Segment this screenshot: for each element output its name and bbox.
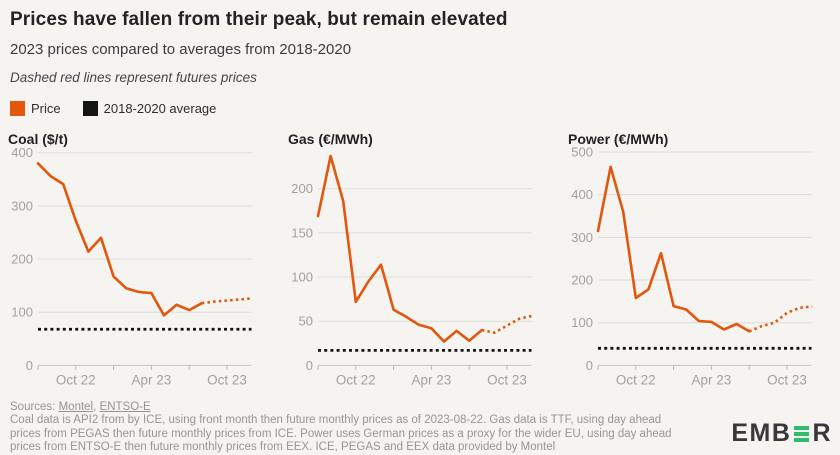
chart-title-power: Power (€/MWh) bbox=[568, 131, 669, 147]
y-axis-tick-label: 0 bbox=[26, 358, 33, 373]
sources-line: Sources: Montel, ENTSO-E bbox=[10, 401, 672, 414]
legend-label-price: Price bbox=[31, 101, 61, 116]
price-futures-dashed-line bbox=[201, 297, 253, 305]
source-link-entsoe[interactable]: ENTSO-E bbox=[99, 401, 151, 413]
x-axis-tick-label: Oct 23 bbox=[767, 372, 807, 387]
coal-line-chart: 0 100 200 300 400 Oct 22 Apr 23 Oct 23 bbox=[11, 146, 253, 387]
y-axis-tick-label: 100 bbox=[291, 270, 313, 285]
x-axis-tick-label: Oct 22 bbox=[336, 372, 376, 387]
chart-coal: Coal ($/t) 0 100 200 300 400 Oct 22 Apr 23 Oct … bbox=[0, 128, 280, 394]
chart-gas: Gas (€/MWh) 0 50 100 150 200 Oct 22 Apr 23 Oct … bbox=[280, 128, 560, 394]
y-axis-tick-label: 50 bbox=[299, 314, 313, 329]
y-axis-tick-label: 100 bbox=[571, 315, 593, 330]
y-axis-tick-label: 200 bbox=[291, 181, 313, 196]
source-link-montel[interactable]: Montel bbox=[58, 401, 94, 413]
y-axis-tick-label: 400 bbox=[571, 187, 593, 202]
x-axis-tick-label: Oct 22 bbox=[616, 372, 656, 387]
power-line-chart: 0 100 200 300 400 500 Oct 22 Apr 23 Oct 23 bbox=[571, 146, 813, 387]
logo-e-bars-icon bbox=[794, 425, 810, 442]
y-axis-tick-label: 0 bbox=[306, 358, 313, 373]
footer: Sources: Montel, ENTSO-E Coal data is AP… bbox=[10, 401, 672, 455]
y-axis-tick-label: 200 bbox=[11, 252, 33, 267]
legend-label-average: 2018-2020 average bbox=[103, 101, 217, 116]
y-axis-tick-label: 500 bbox=[571, 146, 593, 160]
sources-label: Sources: bbox=[10, 401, 56, 413]
futures-note: Dashed red lines represent futures price… bbox=[10, 70, 257, 85]
y-axis-tick-label: 0 bbox=[586, 358, 593, 373]
y-axis-tick-label: 150 bbox=[291, 225, 313, 240]
logo-text-emb: EMB bbox=[731, 419, 792, 447]
legend: Price 2018-2020 average bbox=[10, 101, 216, 116]
x-axis-tick-label: Apr 23 bbox=[132, 372, 172, 387]
chart-power: Power (€/MWh) 0 100 200 300 400 500 Oct 22 Apr … bbox=[560, 128, 840, 394]
page-subtitle: 2023 prices compared to averages from 20… bbox=[10, 41, 352, 58]
price-futures-dashed-line bbox=[748, 305, 813, 333]
x-axis-tick-label: Oct 23 bbox=[207, 372, 247, 387]
y-axis-tick-label: 200 bbox=[571, 273, 593, 288]
footnote-line-3: prices from ENTSO-E then future monthly … bbox=[10, 441, 556, 454]
x-axis-tick-label: Oct 22 bbox=[56, 372, 96, 387]
footnote-line-2: prices from PEGAS then future monthly pr… bbox=[10, 427, 672, 440]
chart-title-gas: Gas (€/MWh) bbox=[288, 131, 373, 147]
logo-text-r: R bbox=[812, 419, 832, 447]
separator: , bbox=[93, 401, 97, 413]
page-title: Prices have fallen from their peak, but … bbox=[10, 9, 508, 30]
y-axis-tick-label: 400 bbox=[11, 146, 33, 160]
footnote-line-1: Coal data is API2 from by ICE, using fro… bbox=[10, 414, 662, 427]
average-color-swatch bbox=[82, 101, 98, 116]
x-axis-tick-label: Oct 23 bbox=[487, 372, 527, 387]
price-line bbox=[596, 165, 751, 333]
y-axis-tick-label: 100 bbox=[11, 305, 33, 320]
y-axis-tick-label: 300 bbox=[571, 230, 593, 245]
charts-row: Coal ($/t) 0 100 200 300 400 Oct 22 Apr 23 Oct … bbox=[0, 128, 840, 394]
legend-item-average: 2018-2020 average bbox=[82, 101, 217, 116]
price-futures-dashed-line bbox=[481, 314, 533, 334]
y-axis-tick-label: 300 bbox=[11, 198, 33, 213]
legend-item-price: Price bbox=[10, 101, 61, 116]
x-axis-tick-label: Apr 23 bbox=[412, 372, 452, 387]
chart-title-coal: Coal ($/t) bbox=[8, 131, 68, 147]
ember-logo[interactable]: EMB R bbox=[731, 419, 832, 448]
price-line bbox=[316, 154, 484, 343]
gas-line-chart: 0 50 100 150 200 Oct 22 Apr 23 Oct 23 bbox=[291, 154, 533, 387]
price-color-swatch bbox=[10, 101, 25, 116]
x-axis-tick-label: Apr 23 bbox=[692, 372, 732, 387]
price-line bbox=[36, 161, 204, 317]
